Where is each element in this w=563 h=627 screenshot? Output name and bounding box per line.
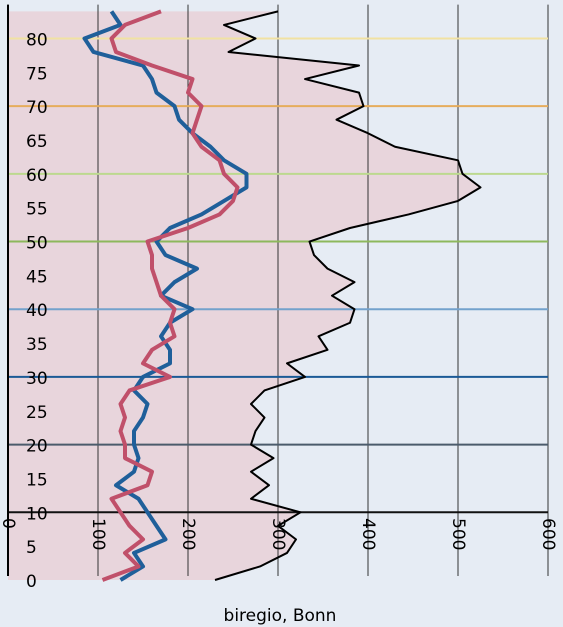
y-tick-label: 30 xyxy=(26,369,48,389)
y-tick-label: 45 xyxy=(26,267,48,287)
y-tick-label: 80 xyxy=(26,30,48,50)
x-tick-label: 200 xyxy=(178,518,198,550)
y-tick-label: 5 xyxy=(26,538,37,558)
y-tick-label: 65 xyxy=(26,132,48,152)
x-tick-label: 400 xyxy=(358,518,378,550)
x-tick-label: 100 xyxy=(88,518,108,550)
y-tick-label: 55 xyxy=(26,200,48,220)
y-tick-label: 15 xyxy=(26,470,48,490)
y-tick-label: 10 xyxy=(26,504,48,524)
x-axis-label: biregio, Bonn xyxy=(224,606,337,626)
y-tick-label: 35 xyxy=(26,335,48,355)
x-tick-label: 600 xyxy=(538,518,558,550)
y-tick-label: 0 xyxy=(26,572,37,592)
y-tick-label: 70 xyxy=(26,98,48,118)
y-tick-label: 40 xyxy=(26,301,48,321)
line xyxy=(214,10,482,581)
y-tick-label: 25 xyxy=(26,403,48,423)
y-tick-label: 60 xyxy=(26,166,48,186)
y-tick-label: 20 xyxy=(26,437,48,457)
x-tick-label: 300 xyxy=(268,518,288,550)
y-tick-label: 75 xyxy=(26,64,48,84)
line xyxy=(101,9,240,582)
area xyxy=(8,11,481,581)
x-tick-label: 500 xyxy=(448,518,468,550)
y-tick-label: 50 xyxy=(26,234,48,254)
